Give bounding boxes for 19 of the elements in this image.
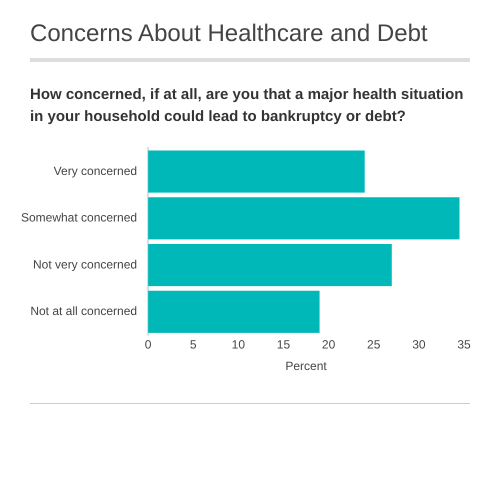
y-tick-label: Not very concerned — [33, 257, 138, 272]
x-tick-label: 30 — [412, 338, 426, 352]
x-axis-title: Percent — [285, 359, 328, 374]
x-tick-label: 35 — [457, 338, 471, 352]
x-tick-label: 0 — [144, 338, 152, 352]
bar — [148, 244, 392, 286]
y-tick-label: Somewhat concerned — [20, 210, 138, 225]
x-tick-label: 15 — [276, 338, 290, 352]
y-tick-label: Not at all concerned — [30, 304, 138, 318]
x-tick-label: 5 — [190, 338, 197, 352]
x-tick-label: 10 — [232, 338, 246, 352]
chart-subtitle: How concerned, if at all, are you that a major health situation in your household could lead to bankruptcy or debt? — [29, 85, 464, 127]
bar — [148, 150, 365, 193]
x-tick-label: 20 — [322, 338, 336, 352]
y-tick-label: Very concerned — [54, 164, 138, 178]
x-tick-label: 25 — [367, 338, 381, 352]
bar — [148, 290, 320, 333]
bar — [148, 197, 460, 240]
chart-title: Concerns About Healthcare and Debt — [29, 19, 429, 49]
